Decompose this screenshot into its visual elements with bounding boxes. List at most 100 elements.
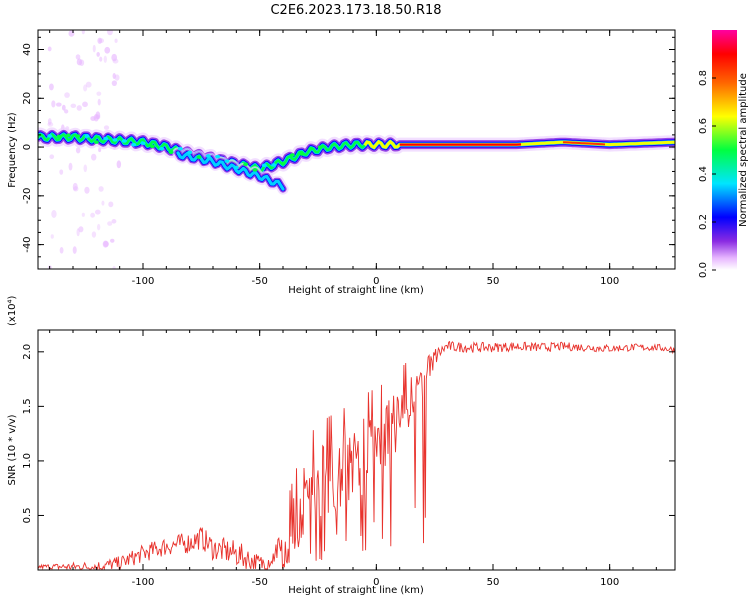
noise-blob [96,223,101,231]
snr-x-tick-label: 0 [373,577,379,588]
snr-line [38,340,675,570]
spectrogram-panel: -100 -50 0 50 100 -40 -20 0 20 40 Height of stra… [7,29,676,296]
ridge-blob [215,154,221,159]
ridge-blob [233,165,239,170]
noise-blob [108,201,114,208]
noise-blob [51,210,57,218]
noise-blob [75,147,81,154]
snr-x-tick-label: -50 [251,577,267,588]
spectrogram-x-tick-label: -50 [251,276,267,287]
ridge-blob [187,150,193,155]
noise-blob [107,30,113,36]
noise-blob [49,83,54,91]
ridge-blob [140,141,146,146]
spectrogram-frame [37,29,676,270]
noise-blob [90,212,95,218]
noise-blob [51,100,56,108]
ridge-blob [47,134,53,138]
noise-blob [47,122,54,127]
ridge-blob [149,144,155,149]
noise-blob [101,200,105,206]
noise-blob [83,84,88,92]
spectrogram-x-tick-label: 100 [600,276,619,287]
colorbar-gradient [712,30,737,270]
ridge-blob [280,161,286,166]
noise-blob [64,92,70,98]
ridge-blob [299,152,305,156]
ridge-blob [75,134,81,138]
noise-blob [104,46,111,54]
ridge-blob [205,154,211,158]
noise-blob [97,98,101,106]
noise-blob [98,186,104,192]
ridge-blob [84,134,90,138]
ridge-blob [131,142,137,147]
ridge-blob [103,136,109,141]
noise-blob [59,247,64,254]
ridge-blob [121,139,127,143]
ridge-blob [196,155,202,159]
spectrogram-y-tick-label: -40 [22,236,33,252]
noise-blob [70,103,77,109]
noise-blob [90,116,96,122]
noise-blob [47,46,52,52]
snr-x-axis-label: Height of straight line (km) [288,585,424,596]
noise-blob [112,58,119,64]
colorbar-tick-label: 0.0 [698,262,709,278]
noise-blob [91,231,97,238]
noise-blob [99,56,103,62]
snr-y-axis-label: SNR (10 * v/v) [7,414,18,485]
spectrogram-x-tick-label: 0 [373,276,379,287]
colorbar-tick-label: 0.8 [698,70,709,86]
noise-blob [84,186,90,194]
ridge-blob [317,145,323,149]
noise-blob [96,51,100,57]
spectrogram-y-tick-label: 0 [22,144,33,150]
ridge-blob [93,140,99,144]
ridge-blob [168,150,174,154]
noise-blob [59,169,64,175]
noise-blob [94,209,101,215]
ridge-core-red [562,141,606,146]
noise-blob [78,226,84,233]
noise-blob [76,105,82,111]
noise-blob [68,30,75,37]
snr-panel: -100 -50 0 50 100 0.5 1.0 1.5 2.0 Height of str… [7,295,676,596]
noise-blob [107,221,113,226]
noise-blob [72,182,78,191]
ridge-blob [308,146,314,151]
noise-blob [111,80,117,87]
noise-blob [49,154,55,159]
noise-blob [111,219,117,224]
ridge-blob [289,153,295,157]
spectrogram-y-tick-label: 20 [22,92,33,105]
ridge-blob [243,162,249,167]
noise-blob [112,73,116,80]
noise-blob [114,74,120,81]
noise-blob [103,125,110,130]
noise-blob [72,246,77,254]
spectrogram-y-tick-label: -20 [22,188,33,204]
colorbar-tick-label: 0.6 [698,118,709,134]
noise-blob [97,37,103,44]
noise-blob [55,102,62,107]
noise-blob [116,160,122,169]
noise-blob [83,164,88,173]
noise-blob [103,240,109,247]
noise-blob [81,212,85,217]
noise-blob [103,55,107,63]
noise-blob [91,153,97,161]
colorbar-label: Normalized spectral amplitude [738,73,749,227]
snr-y-tick-label: 0.5 [22,508,33,524]
spectrogram-y-axis-label: Frequency (Hz) [7,112,18,188]
ridge-blob [65,133,71,138]
secondary-ridge-band [176,151,285,191]
ridge-blob [271,163,277,167]
ridge-blob [224,159,230,163]
ridge-blob [177,146,183,151]
ridge-blob [159,147,165,151]
snr-y-tick-label: 1.0 [22,453,33,469]
spectrogram-y-tick-label: 40 [22,43,33,56]
noise-blob [96,91,102,96]
